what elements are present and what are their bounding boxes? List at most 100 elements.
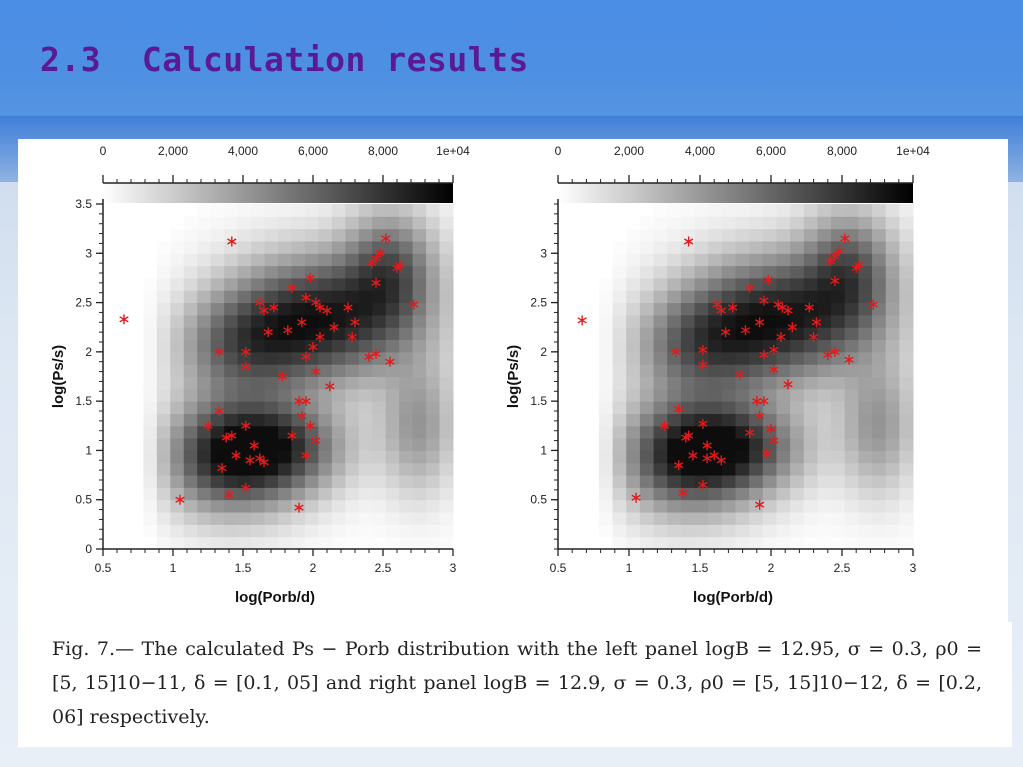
heatmap-cell xyxy=(708,512,723,525)
heatmap-cell xyxy=(412,216,427,230)
y-tick-label: 0.5 xyxy=(75,493,92,507)
heatmap-cell xyxy=(426,499,441,513)
heatmap-cell xyxy=(318,277,333,291)
heatmap-cell xyxy=(345,438,360,451)
y-tick-label: 1 xyxy=(540,443,547,457)
heatmap-cell xyxy=(803,475,818,488)
heatmap-cell xyxy=(776,388,791,402)
heatmap-cell xyxy=(143,376,158,390)
header-bar xyxy=(0,0,1023,116)
x-tick-label: 0.5 xyxy=(95,561,112,575)
heatmap-cell xyxy=(385,364,400,377)
heatmap-cell xyxy=(237,240,252,254)
heatmap-cell xyxy=(412,265,427,279)
heatmap-cell xyxy=(345,512,360,525)
heatmap-cell xyxy=(708,388,723,402)
heatmap-cell xyxy=(224,314,239,328)
heatmap-cell xyxy=(653,265,668,279)
heatmap-cell xyxy=(197,462,212,476)
heatmap-cell xyxy=(680,302,696,316)
heatmap-cell xyxy=(143,438,158,451)
heatmap-cell xyxy=(762,487,777,501)
heatmap-cell xyxy=(776,524,791,538)
heatmap-cell xyxy=(385,302,400,316)
heatmap-cell xyxy=(183,487,198,501)
heatmap-cell xyxy=(291,339,306,353)
data-point xyxy=(671,346,681,357)
heatmap-cell xyxy=(304,240,319,254)
heatmap-cell xyxy=(831,425,846,439)
heatmap-cell xyxy=(412,388,427,402)
heatmap-cell xyxy=(439,265,454,279)
heatmap-cell xyxy=(817,475,832,488)
heatmap-cell xyxy=(318,314,333,328)
heatmap-cell xyxy=(667,265,682,279)
heatmap-cell xyxy=(358,228,373,242)
heatmap-cell xyxy=(899,228,914,242)
heatmap-cell xyxy=(858,462,873,476)
data-point xyxy=(678,487,688,498)
heatmap-cell xyxy=(653,253,668,267)
heatmap-cell xyxy=(817,401,832,414)
heatmap-cell xyxy=(899,475,914,488)
heatmap-cell xyxy=(899,339,914,353)
heatmap-cell xyxy=(210,351,225,365)
heatmap-cell xyxy=(372,536,387,550)
heatmap-cell xyxy=(667,290,682,304)
data-point xyxy=(255,453,265,464)
heatmap-cell xyxy=(318,401,333,414)
heatmap-cell xyxy=(885,388,900,402)
heatmap-cell xyxy=(183,327,198,341)
data-point xyxy=(214,346,224,357)
heatmap-cell xyxy=(426,364,441,377)
data-point xyxy=(241,361,251,372)
heatmap-cell xyxy=(653,499,668,513)
colorbar-tick-label: 6,000 xyxy=(298,144,328,158)
heatmap-cell xyxy=(680,204,696,217)
heatmap-cell xyxy=(817,327,832,341)
heatmap-cell xyxy=(653,450,668,464)
heatmap-cell xyxy=(197,351,212,365)
heatmap-cell xyxy=(210,450,225,464)
heatmap-cell xyxy=(872,499,887,513)
heatmap-cell xyxy=(183,524,198,538)
heatmap-cell xyxy=(183,277,198,291)
heatmap-cell xyxy=(735,240,750,254)
heatmap-cell xyxy=(318,388,333,402)
heatmap-cell xyxy=(831,487,846,501)
heatmap-cell xyxy=(224,388,239,402)
heatmap-cell xyxy=(224,327,239,341)
heatmap-cell xyxy=(885,253,900,267)
heatmap-cell xyxy=(626,462,641,476)
data-point xyxy=(297,410,307,421)
heatmap-cell xyxy=(612,388,627,402)
heatmap-cell xyxy=(803,536,818,550)
heatmap-cell xyxy=(735,277,750,291)
heatmap-cell xyxy=(412,425,427,439)
heatmap-cell xyxy=(399,438,414,451)
heatmap-cell xyxy=(667,475,682,488)
heatmap-cell xyxy=(762,425,777,439)
heatmap-cell xyxy=(667,228,682,242)
data-point xyxy=(754,499,765,510)
heatmap-cell xyxy=(170,524,185,538)
heatmap-cell xyxy=(721,240,736,254)
heatmap-cell xyxy=(749,339,764,353)
heatmap-cell xyxy=(721,512,736,525)
data-point xyxy=(674,460,684,471)
heatmap-cell xyxy=(197,487,212,501)
heatmap-cell xyxy=(345,462,360,476)
heatmap-cell xyxy=(872,339,887,353)
heatmap-cell xyxy=(399,290,414,304)
heatmap-cell xyxy=(872,265,887,279)
heatmap-cell xyxy=(721,536,736,550)
right-panel: 0 2,000 4,000 6,000 8,000 1e+04 0.5 1 1.5 2 2.5 3 0.… xyxy=(505,144,930,606)
heatmap-cell xyxy=(790,487,805,501)
heatmap-cell xyxy=(639,351,655,365)
heatmap-cell xyxy=(694,524,709,538)
heatmap-cell xyxy=(872,536,887,550)
heatmap-cell xyxy=(776,240,791,254)
heatmap-cell xyxy=(708,438,723,451)
heatmap-cell xyxy=(399,339,414,353)
data-point xyxy=(674,404,684,415)
